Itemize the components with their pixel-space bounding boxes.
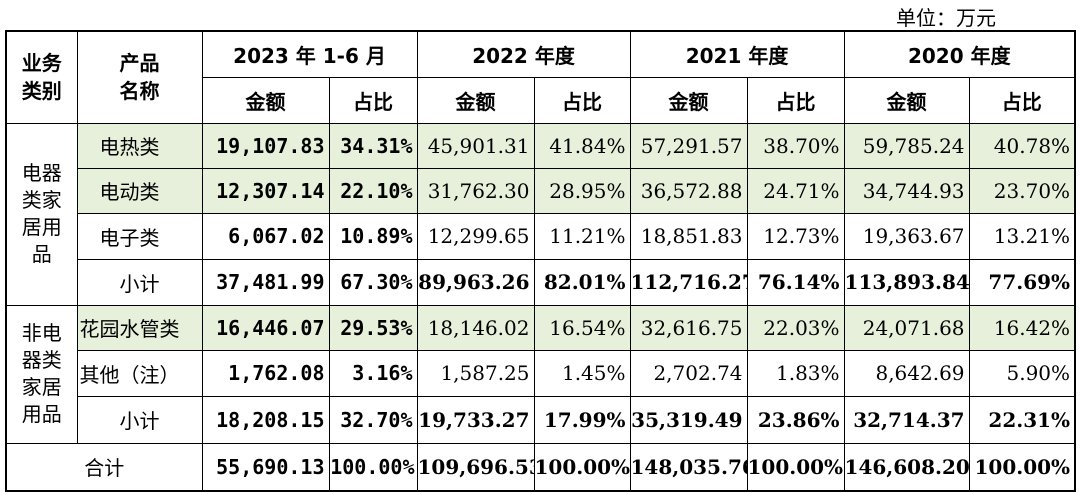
ratio-cell: 5.90%	[968, 349, 1076, 397]
product-name-cell: 小计	[76, 258, 203, 306]
amount-cell: 55,690.13	[201, 442, 330, 492]
amount-cell: 35,319.49	[629, 395, 748, 444]
amount-cell: 24,071.68	[843, 304, 970, 351]
ratio-cell: 41.84%	[533, 122, 631, 169]
ratio-cell: 34.31%	[328, 122, 418, 169]
amount-cell: 31,762.30	[416, 167, 535, 214]
header-product-name: 产品 名称	[76, 30, 203, 124]
amount-cell: 8,642.69	[843, 349, 970, 397]
category-cell: 电器 类家 居用 品	[5, 122, 78, 306]
subtotal-row: 小计 37,481.99 67.30% 89,963.26 82.01% 112,716.…	[6, 258, 1076, 306]
ratio-cell: 76.14%	[746, 258, 845, 306]
total-label: 合计	[5, 442, 203, 492]
header-period-2023h1: 2023 年 1-6 月	[201, 30, 418, 78]
ratio-cell: 12.73%	[746, 212, 845, 260]
ratio-cell: 17.99%	[533, 395, 631, 444]
ratio-cell: 22.31%	[968, 395, 1076, 444]
ratio-cell: 38.70%	[746, 122, 845, 169]
header-amount: 金额	[843, 76, 970, 124]
total-row: 合计 55,690.13 100.00% 109,696.53 100.00% 148,0…	[5, 442, 1076, 492]
header-period-2022: 2022 年度	[416, 30, 631, 78]
amount-cell: 18,208.15	[201, 395, 330, 444]
ratio-cell: 16.54%	[533, 304, 631, 351]
unit-label: 单位：万元	[896, 6, 996, 30]
ratio-cell: 3.16%	[328, 349, 418, 397]
subtotal-row: 小计 18,208.15 32.70% 19,733.27 17.99% 35,319.4…	[6, 395, 1076, 444]
amount-cell: 34,744.93	[843, 167, 970, 214]
header-period-2020: 2020 年度	[843, 30, 1076, 78]
ratio-cell: 16.42%	[968, 304, 1076, 351]
amount-cell: 59,785.24	[843, 122, 970, 169]
ratio-cell: 100.00%	[746, 442, 845, 492]
table-row: 电器 类家 居用 品电热类 19,107.83 34.31% 45,901.31 41.…	[5, 122, 1076, 306]
amount-cell: 32,616.75	[629, 304, 748, 351]
amount-cell: 19,363.67	[843, 212, 970, 260]
header-ratio: 占比	[533, 76, 631, 124]
amount-cell: 19,107.83	[201, 122, 330, 169]
ratio-cell: 1.83%	[746, 349, 845, 397]
ratio-cell: 29.53%	[328, 304, 418, 351]
ratio-cell: 24.71%	[746, 167, 845, 214]
ratio-cell: 28.95%	[533, 167, 631, 214]
ratio-cell: 32.70%	[328, 395, 418, 444]
amount-cell: 19,733.27	[416, 395, 535, 444]
header-ratio: 占比	[328, 76, 418, 124]
table-row: 非电 器类 家居 用品 花园水管类 16,446.07 29.53% 18,146.02…	[5, 304, 1076, 444]
ratio-cell: 1.45%	[533, 349, 631, 397]
header-amount: 金额	[629, 76, 748, 124]
header-amount: 金额	[416, 76, 535, 124]
product-name-cell: 电热类	[76, 122, 203, 169]
revenue-table: 业务 类别 产品 名称 2023 年 1-6 月 2022 年度 2021 年度…	[5, 30, 1077, 492]
ratio-cell: 22.03%	[746, 304, 845, 351]
amount-cell: 18,851.83	[629, 212, 748, 260]
table-row: 电子类 6,067.02 10.89% 12,299.65 11.21% 18,851.8…	[6, 212, 1076, 260]
ratio-cell: 23.86%	[746, 395, 845, 444]
amount-cell: 57,291.57	[629, 122, 748, 169]
amount-cell: 113,893.84	[843, 258, 970, 306]
amount-cell: 146,608.20	[843, 442, 970, 492]
table-row: 其他（注） 1,762.08 3.16% 1,587.25 1.45% 2,702.74 1…	[6, 349, 1076, 397]
amount-cell: 2,702.74	[629, 349, 748, 397]
amount-cell: 6,067.02	[201, 212, 330, 260]
amount-cell: 37,481.99	[201, 258, 330, 306]
header-ratio: 占比	[746, 76, 845, 124]
ratio-cell: 67.30%	[328, 258, 418, 306]
amount-cell: 32,714.37	[843, 395, 970, 444]
amount-cell: 45,901.31	[416, 122, 535, 169]
amount-cell: 36,572.88	[629, 167, 748, 214]
ratio-cell: 40.78%	[968, 122, 1076, 169]
ratio-cell: 82.01%	[533, 258, 631, 306]
amount-cell: 89,963.26	[416, 258, 535, 306]
ratio-cell: 23.70%	[968, 167, 1076, 214]
ratio-cell: 100.00%	[968, 442, 1076, 492]
ratio-cell: 10.89%	[328, 212, 418, 260]
ratio-cell: 77.69%	[968, 258, 1076, 306]
amount-cell: 16,446.07	[201, 304, 330, 351]
amount-cell: 18,146.02	[416, 304, 535, 351]
table-row: 电动类 12,307.14 22.10% 31,762.30 28.95% 36,572.…	[6, 167, 1076, 214]
header-business-type: 业务 类别	[5, 30, 78, 124]
table-body: 电器 类家 居用 品电热类 19,107.83 34.31% 45,901.31 41.…	[5, 122, 1076, 492]
ratio-cell: 13.21%	[968, 212, 1076, 260]
amount-cell: 12,299.65	[416, 212, 535, 260]
category-cell: 非电 器类 家居 用品	[5, 304, 78, 444]
ratio-cell: 100.00%	[533, 442, 631, 492]
product-name-cell: 其他（注）	[76, 349, 203, 397]
product-name-cell: 花园水管类	[76, 304, 203, 351]
amount-cell: 1,762.08	[201, 349, 330, 397]
amount-cell: 148,035.76	[629, 442, 748, 492]
header-ratio: 占比	[968, 76, 1076, 124]
ratio-cell: 100.00%	[328, 442, 418, 492]
amount-cell: 109,696.53	[416, 442, 535, 492]
header-period-2021: 2021 年度	[629, 30, 845, 78]
header-amount: 金额	[201, 76, 330, 124]
amount-cell: 1,587.25	[416, 349, 535, 397]
product-name-cell: 电子类	[76, 212, 203, 260]
product-name-cell: 小计	[76, 395, 203, 444]
ratio-cell: 22.10%	[328, 167, 418, 214]
amount-cell: 112,716.27	[629, 258, 748, 306]
ratio-cell: 11.21%	[533, 212, 631, 260]
product-name-cell: 电动类	[76, 167, 203, 214]
amount-cell: 12,307.14	[201, 167, 330, 214]
